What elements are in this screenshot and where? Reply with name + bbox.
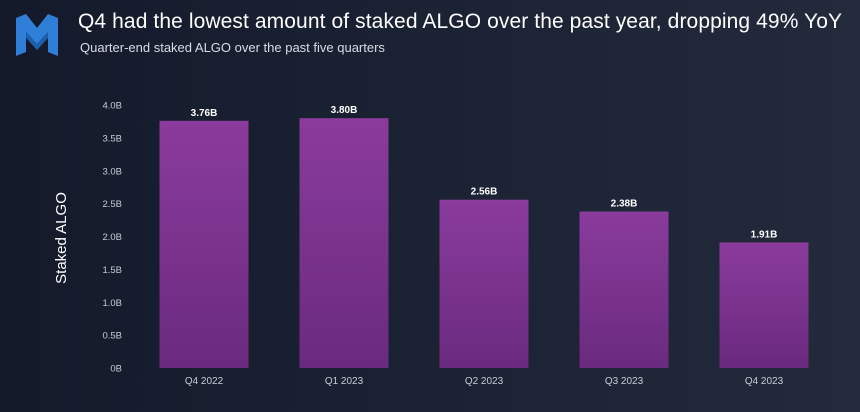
bar (719, 242, 809, 368)
bar (439, 199, 529, 368)
bar-value-label: 1.91B (751, 229, 778, 240)
y-tick-label: 2.0B (102, 232, 122, 243)
y-tick-label: 2.5B (102, 199, 122, 210)
y-axis-label: Staked ALGO (53, 192, 70, 284)
x-tick-label: Q3 2023 (605, 376, 644, 387)
x-tick-label: Q4 2022 (185, 376, 224, 387)
y-tick-label: 1.5B (102, 265, 122, 276)
y-tick-label: 0.5B (102, 331, 122, 342)
y-tick-label: 3.0B (102, 166, 122, 177)
x-tick-label: Q1 2023 (325, 376, 364, 387)
x-tick-label: Q4 2023 (745, 376, 784, 387)
messari-logo-icon (16, 14, 58, 56)
bar (579, 211, 669, 368)
y-tick-label: 1.0B (102, 298, 122, 309)
x-tick-label: Q2 2023 (465, 376, 504, 387)
bar-value-label: 2.38B (611, 199, 638, 210)
bar-value-label: 3.76B (191, 108, 218, 119)
y-tick-label: 4.0B (102, 101, 122, 112)
y-tick-label: 0B (110, 364, 122, 375)
y-tick-label: 3.5B (102, 133, 122, 144)
chart-subtitle: Quarter-end staked ALGO over the past fi… (80, 40, 385, 55)
chart-title: Q4 had the lowest amount of staked ALGO … (78, 10, 843, 33)
bar (159, 120, 249, 368)
bar (299, 118, 389, 369)
bar-value-label: 3.80B (331, 105, 358, 116)
bar-value-label: 2.56B (471, 187, 498, 198)
